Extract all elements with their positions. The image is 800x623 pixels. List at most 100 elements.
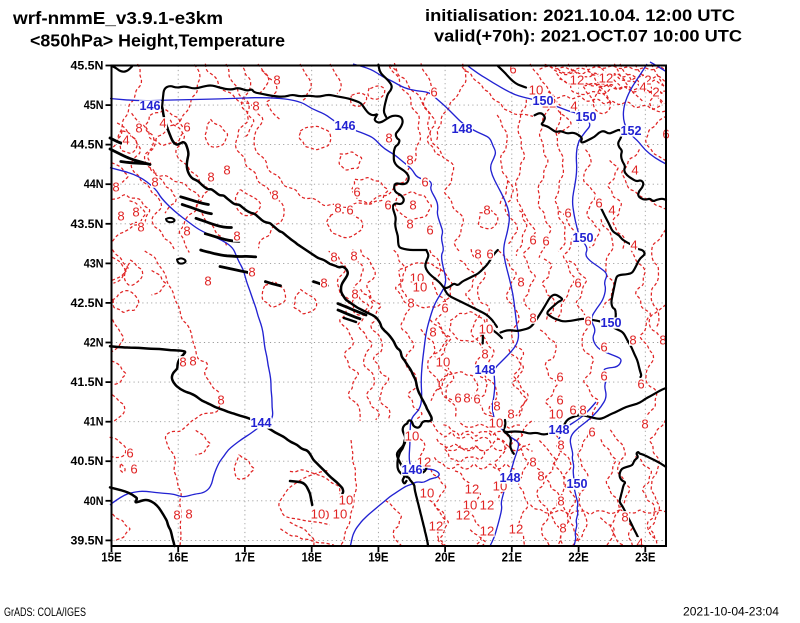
svg-text:10: 10 bbox=[413, 280, 428, 295]
svg-text:8: 8 bbox=[429, 325, 436, 340]
svg-text:12: 12 bbox=[509, 522, 524, 537]
svg-text:150: 150 bbox=[573, 231, 594, 245]
svg-text:6: 6 bbox=[473, 392, 480, 407]
svg-text:45N: 45N bbox=[84, 98, 104, 112]
svg-text:12: 12 bbox=[465, 482, 480, 497]
svg-text:8: 8 bbox=[406, 217, 413, 232]
svg-text:8: 8 bbox=[517, 275, 524, 290]
svg-text:150: 150 bbox=[576, 110, 597, 124]
svg-text:8: 8 bbox=[409, 198, 416, 213]
svg-text:6: 6 bbox=[454, 391, 461, 406]
svg-text:<850hPa> Height,Temperature: <850hPa> Height,Temperature bbox=[30, 31, 285, 51]
svg-text:20E: 20E bbox=[435, 551, 455, 565]
svg-text:23E: 23E bbox=[635, 551, 655, 565]
svg-text:22E: 22E bbox=[568, 551, 588, 565]
svg-text:148: 148 bbox=[452, 122, 473, 136]
svg-text:8: 8 bbox=[629, 333, 636, 348]
svg-text:8: 8 bbox=[207, 170, 214, 185]
svg-text:8: 8 bbox=[557, 494, 564, 509]
svg-text:6: 6 bbox=[588, 425, 595, 440]
svg-text:6: 6 bbox=[430, 85, 437, 100]
svg-text:4: 4 bbox=[631, 163, 638, 178]
svg-text:6: 6 bbox=[126, 446, 133, 461]
svg-text:8: 8 bbox=[271, 188, 278, 203]
svg-text:8: 8 bbox=[273, 73, 280, 88]
svg-text:8: 8 bbox=[483, 203, 490, 218]
svg-text:4: 4 bbox=[639, 80, 646, 95]
svg-text:39.5N: 39.5N bbox=[71, 533, 104, 547]
svg-text:43N: 43N bbox=[84, 256, 104, 270]
svg-text:42.5N: 42.5N bbox=[71, 296, 104, 310]
svg-text:40N: 40N bbox=[84, 494, 104, 508]
svg-text:8: 8 bbox=[204, 274, 211, 289]
svg-text:6: 6 bbox=[421, 175, 428, 190]
svg-text:10: 10 bbox=[311, 507, 326, 522]
svg-text:4: 4 bbox=[122, 133, 129, 148]
svg-text:10: 10 bbox=[333, 507, 348, 522]
svg-text:8: 8 bbox=[474, 247, 481, 262]
svg-text:4: 4 bbox=[570, 99, 577, 114]
svg-text:10: 10 bbox=[339, 493, 354, 508]
svg-text:43.5N: 43.5N bbox=[71, 217, 104, 231]
svg-text:146: 146 bbox=[402, 463, 423, 477]
svg-text:10: 10 bbox=[463, 498, 478, 513]
svg-text:8: 8 bbox=[351, 287, 358, 302]
svg-text:6: 6 bbox=[556, 393, 563, 408]
svg-text:6: 6 bbox=[600, 340, 607, 355]
svg-text:12: 12 bbox=[480, 524, 495, 539]
svg-text:12: 12 bbox=[570, 73, 585, 88]
svg-text:8: 8 bbox=[248, 265, 255, 280]
svg-text:44N: 44N bbox=[84, 177, 104, 191]
svg-text:10: 10 bbox=[489, 416, 504, 431]
svg-text:8: 8 bbox=[173, 508, 180, 523]
svg-text:6: 6 bbox=[584, 314, 591, 329]
svg-text:6: 6 bbox=[556, 370, 563, 385]
svg-text:8: 8 bbox=[537, 469, 544, 484]
svg-text:6: 6 bbox=[509, 62, 516, 77]
svg-text:4: 4 bbox=[636, 536, 643, 551]
svg-text:18E: 18E bbox=[302, 551, 322, 565]
svg-text:8: 8 bbox=[185, 507, 192, 522]
svg-text:150: 150 bbox=[567, 477, 588, 491]
svg-text:144: 144 bbox=[251, 416, 272, 430]
svg-text:6: 6 bbox=[384, 198, 391, 213]
svg-text:148: 148 bbox=[549, 423, 570, 437]
svg-text:146: 146 bbox=[335, 119, 356, 133]
svg-text:GrADS: COLA/IGES: GrADS: COLA/IGES bbox=[4, 607, 86, 618]
svg-text:8: 8 bbox=[217, 393, 224, 408]
svg-text:15E: 15E bbox=[101, 551, 121, 565]
svg-text:8: 8 bbox=[559, 521, 566, 536]
svg-text:6: 6 bbox=[130, 462, 137, 477]
svg-text:12: 12 bbox=[599, 71, 614, 86]
svg-text:4: 4 bbox=[159, 116, 166, 131]
svg-text:6: 6 bbox=[574, 276, 581, 291]
svg-text:42N: 42N bbox=[84, 336, 104, 350]
svg-text:8: 8 bbox=[135, 121, 142, 136]
svg-text:8: 8 bbox=[621, 510, 628, 525]
svg-text:6: 6 bbox=[441, 301, 448, 316]
svg-text:148: 148 bbox=[500, 471, 521, 485]
svg-text:40.5N: 40.5N bbox=[71, 454, 104, 468]
svg-text:148: 148 bbox=[475, 363, 496, 377]
svg-text:2: 2 bbox=[652, 85, 659, 100]
svg-text:8: 8 bbox=[330, 250, 337, 265]
svg-text:valid(+70h): 2021.OCT.07 10:: valid(+70h): 2021.OCT.07 10:00 UTC bbox=[434, 27, 742, 46]
svg-text:8: 8 bbox=[252, 99, 259, 114]
svg-text:8: 8 bbox=[117, 209, 124, 224]
svg-text:16E: 16E bbox=[168, 551, 188, 565]
svg-text:8: 8 bbox=[189, 354, 196, 369]
svg-text:6: 6 bbox=[569, 403, 576, 418]
svg-text:8: 8 bbox=[132, 205, 139, 220]
svg-text:152: 152 bbox=[621, 124, 642, 138]
svg-text:8: 8 bbox=[579, 403, 586, 418]
svg-text:10: 10 bbox=[436, 355, 451, 370]
svg-text:8: 8 bbox=[350, 249, 357, 264]
svg-text:8: 8 bbox=[320, 276, 327, 291]
svg-text:8: 8 bbox=[481, 347, 488, 362]
svg-text:8: 8 bbox=[385, 131, 392, 146]
svg-text:6: 6 bbox=[600, 369, 607, 384]
svg-text:8: 8 bbox=[233, 229, 240, 244]
svg-text:8: 8 bbox=[529, 455, 536, 470]
svg-text:6: 6 bbox=[486, 247, 493, 262]
svg-text:initialisation: 2021.10.04.: initialisation: 2021.10.04. 12:00 UTC bbox=[425, 6, 735, 25]
